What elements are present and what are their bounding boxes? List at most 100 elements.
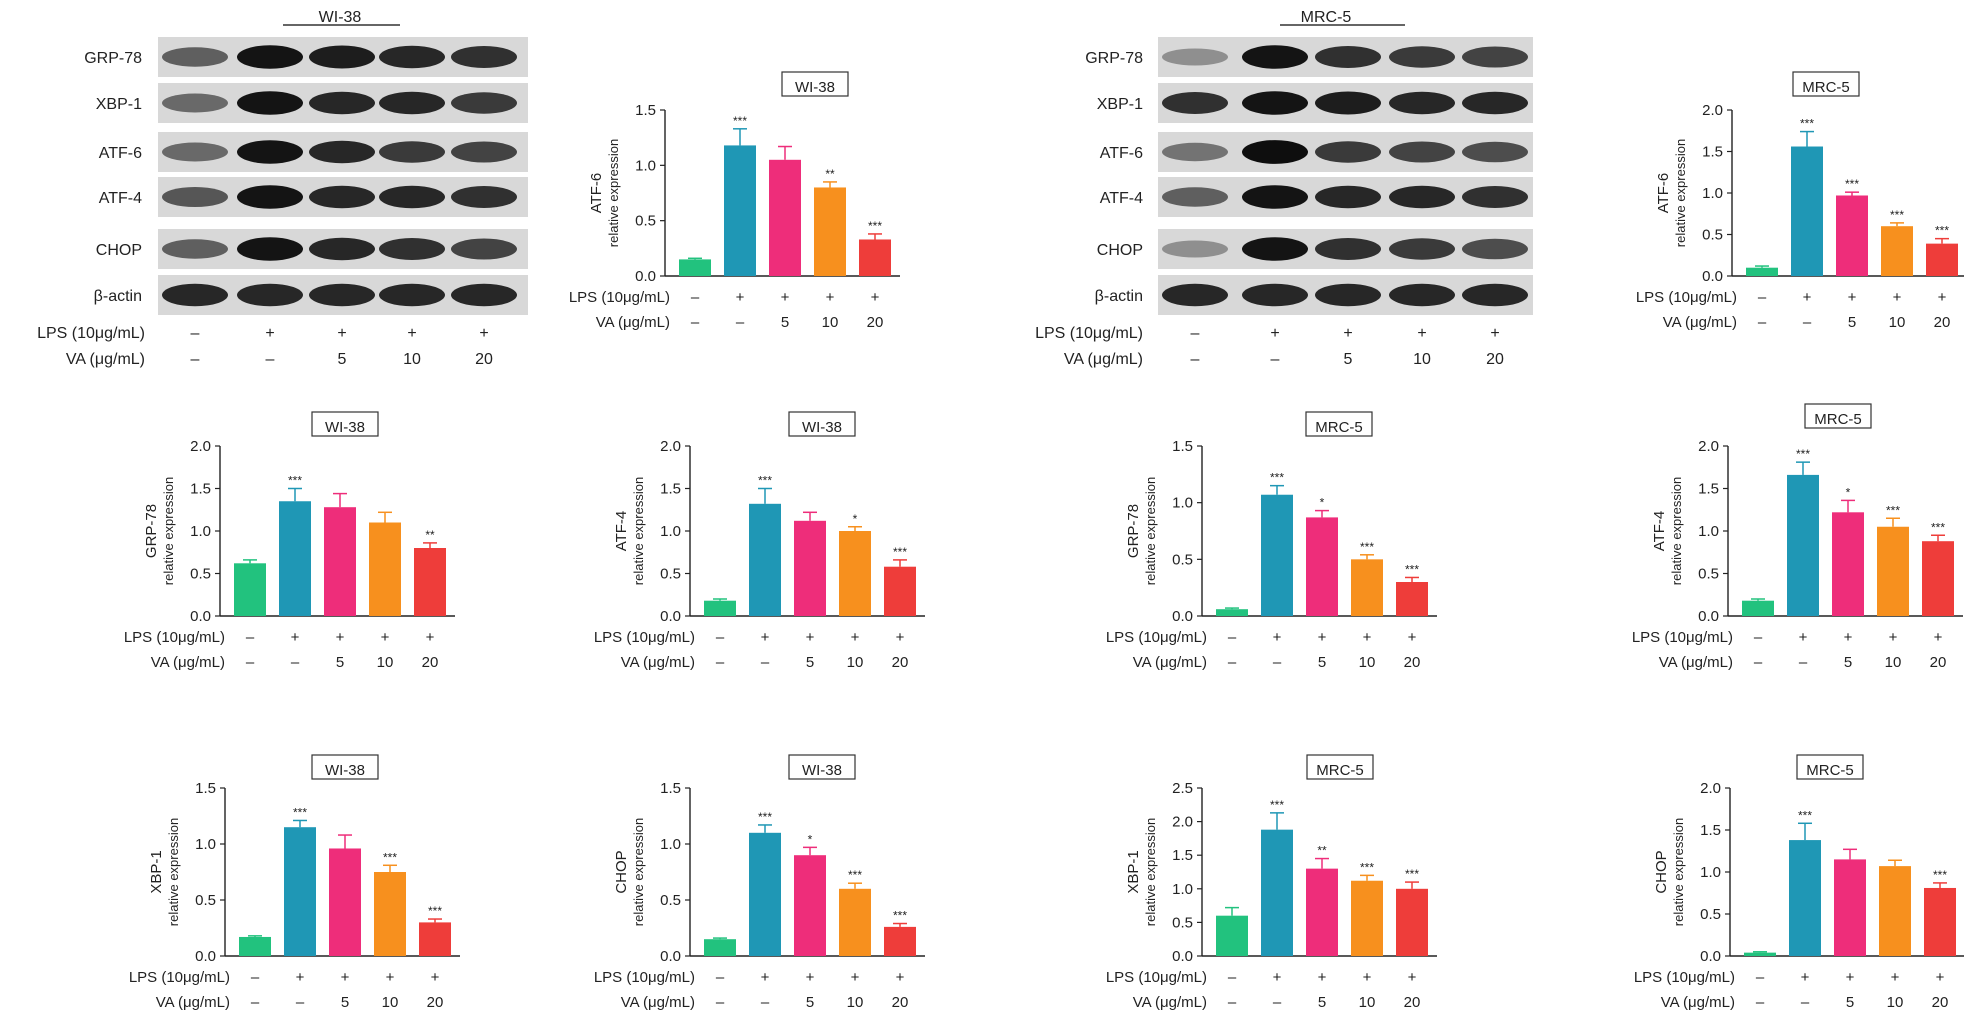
va-value: –	[1756, 994, 1765, 1011]
y-tick-label: 1.5	[190, 481, 211, 498]
blot-band	[1315, 185, 1381, 209]
chart-title-box	[311, 411, 379, 437]
blot-band	[1462, 141, 1528, 163]
blot-lps-label: LPS (10μg/mL)	[37, 325, 145, 342]
bar	[1787, 474, 1819, 616]
va-value: –	[1754, 654, 1763, 671]
va-value: –	[691, 314, 700, 331]
blot-band	[162, 239, 228, 259]
blot-lps-value: +	[265, 325, 274, 342]
va-value: 10	[1885, 654, 1902, 671]
y-tick-label: 0.5	[195, 892, 216, 909]
lps-value: +	[1938, 289, 1947, 306]
blot-band-label: β-actin	[1095, 288, 1143, 305]
va-value: 5	[806, 654, 814, 671]
va-value: 10	[1887, 994, 1904, 1011]
significance-label: ***	[1800, 117, 1814, 131]
blot-band	[162, 283, 228, 307]
blot-va-value: 10	[1413, 351, 1431, 368]
y-tick-label: 1.0	[1172, 881, 1193, 898]
y-tick-label: 0.5	[1698, 566, 1719, 583]
lps-value: –	[716, 629, 725, 646]
y-axis-label: ATF-6	[1655, 173, 1672, 214]
blot-band	[1242, 140, 1308, 164]
y-tick-label: 0.0	[1172, 948, 1193, 965]
blot-band	[379, 141, 445, 163]
va-value: –	[246, 654, 255, 671]
blot-band	[1162, 142, 1228, 162]
va-value: –	[761, 994, 770, 1011]
blot-band-label: ATF-6	[1100, 145, 1143, 162]
lps-value: +	[381, 629, 390, 646]
va-value: 20	[422, 654, 439, 671]
chart-title-box	[781, 71, 849, 97]
bar	[704, 600, 736, 616]
chart-title-box	[1804, 403, 1872, 429]
lps-value: +	[1408, 969, 1417, 986]
bar-chart-9: MRC-5 0.0 0.5 1.0 1.5 2.0 2.5 XBP-1 relative exp…	[1106, 754, 1437, 1011]
blot-band	[1242, 45, 1308, 69]
blot-band	[451, 46, 517, 68]
blot-lps-value: –	[1191, 325, 1200, 342]
lps-value: +	[386, 969, 395, 986]
blot-band	[451, 92, 517, 114]
va-value: –	[1273, 654, 1282, 671]
lps-value: +	[781, 289, 790, 306]
lps-value: +	[1273, 629, 1282, 646]
lps-value: +	[291, 629, 300, 646]
blot-band	[309, 140, 375, 164]
va-label: VA (μg/mL)	[151, 654, 225, 671]
va-value: 20	[1404, 654, 1421, 671]
y-axis-label: ATF-4	[613, 511, 630, 552]
chart-title: WI-38	[325, 419, 365, 436]
va-label: VA (μg/mL)	[621, 654, 695, 671]
va-label: VA (μg/mL)	[1133, 654, 1207, 671]
blot-va-value: –	[266, 351, 275, 368]
y-tick-label: 1.0	[660, 836, 681, 853]
blot-va-value: –	[191, 351, 200, 368]
blot-band	[237, 91, 303, 115]
chart-title-box	[1792, 71, 1860, 97]
chart-title: MRC-5	[1316, 762, 1364, 779]
lps-value: +	[1848, 289, 1857, 306]
lps-value: +	[826, 289, 835, 306]
significance-label: ***	[288, 474, 302, 488]
blot-band	[1389, 238, 1455, 260]
bar	[859, 239, 891, 276]
blot-band	[1389, 46, 1455, 68]
blot-va-label: VA (μg/mL)	[66, 351, 145, 368]
lps-value: +	[431, 969, 440, 986]
lps-value: +	[851, 969, 860, 986]
blot-band	[309, 237, 375, 261]
significance-label: ***	[868, 219, 882, 233]
va-value: –	[1228, 994, 1237, 1011]
lps-value: +	[896, 629, 905, 646]
chart-title-box	[1305, 411, 1373, 437]
lps-value: +	[1363, 969, 1372, 986]
blot-va-value: –	[1271, 351, 1280, 368]
y-tick-label: 0.0	[635, 268, 656, 285]
y-axis-label: ATF-6	[588, 173, 605, 214]
y-tick-label: 0.0	[660, 608, 681, 625]
bar	[1306, 868, 1338, 956]
lps-label: LPS (10μg/mL)	[594, 629, 695, 646]
blot-band	[1389, 283, 1455, 307]
y-tick-label: 0.0	[190, 608, 211, 625]
blot-band	[1162, 187, 1228, 207]
bar	[1396, 888, 1428, 956]
bar	[1351, 880, 1383, 956]
blot-band	[162, 187, 228, 207]
blot-band	[379, 45, 445, 69]
lps-value: +	[1273, 969, 1282, 986]
blot-band	[1162, 48, 1228, 66]
significance-label: ***	[1890, 208, 1904, 222]
lps-label: LPS (10μg/mL)	[1636, 289, 1737, 306]
significance-label: ***	[1360, 540, 1374, 554]
bar	[1832, 512, 1864, 616]
significance-label: **	[1317, 844, 1327, 858]
va-value: –	[1758, 314, 1767, 331]
va-value: –	[1801, 994, 1810, 1011]
chart-title-box	[1306, 754, 1374, 780]
blot-lps-value: +	[407, 325, 416, 342]
